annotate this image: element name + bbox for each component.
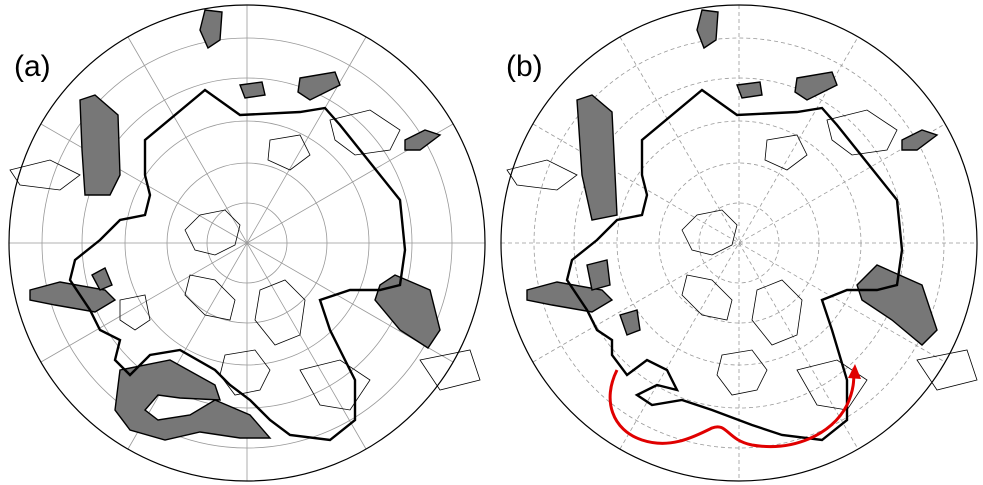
map-frame bbox=[8, 4, 486, 482]
shaded-regions bbox=[29, 9, 442, 441]
map-frame bbox=[500, 4, 978, 482]
contour-line bbox=[565, 88, 904, 442]
shaded-regions bbox=[526, 9, 939, 346]
polar-map-a bbox=[8, 4, 486, 482]
map-panel-a: (a) bbox=[0, 0, 491, 485]
graticule bbox=[501, 5, 977, 481]
red-arrow bbox=[608, 364, 861, 449]
coastlines bbox=[506, 109, 978, 411]
graticule bbox=[9, 5, 485, 481]
polar-map-b bbox=[500, 4, 978, 482]
map-panel-b: (b) bbox=[492, 0, 983, 485]
contour-line bbox=[68, 88, 407, 442]
panel-label-a: (a) bbox=[14, 50, 51, 83]
coastlines bbox=[9, 109, 481, 411]
panel-label-b: (b) bbox=[506, 50, 543, 83]
